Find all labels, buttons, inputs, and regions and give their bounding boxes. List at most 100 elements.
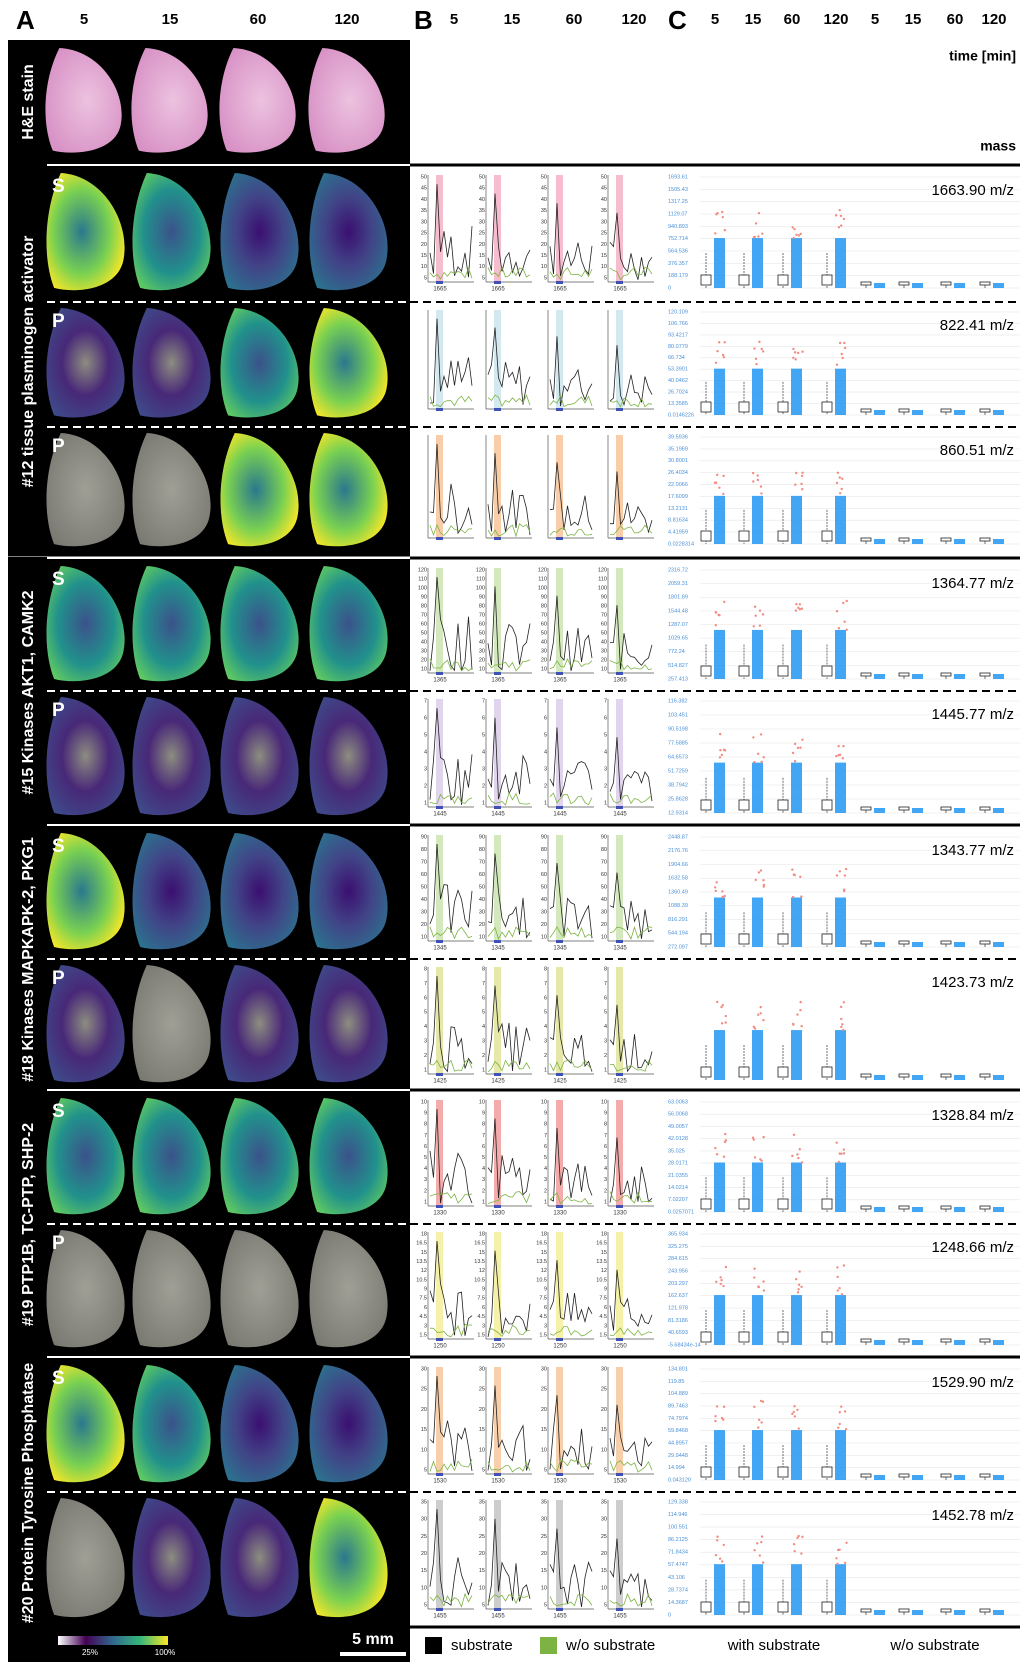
spectrum-tick-label: 13.5 — [416, 1259, 427, 1265]
c-tick-label: 14.994 — [668, 1465, 685, 1471]
outlier-dot — [844, 347, 846, 349]
scatter-column — [954, 942, 965, 947]
outlier-dot — [762, 1019, 764, 1021]
outlier-dot — [760, 1159, 762, 1161]
spectrum-highlight — [556, 1500, 563, 1609]
spectrum-tick-label: 7 — [424, 1133, 427, 1139]
spectrum-mass: 1330 — [553, 1211, 567, 1217]
spectrum-tick-label: 25 — [421, 1387, 427, 1393]
spectrum-tick-label: 3 — [544, 766, 547, 772]
spectrum-tick-label: 70 — [601, 859, 607, 865]
c-tick-label: 544.194 — [668, 931, 688, 937]
scatter-column — [752, 898, 763, 948]
spectrum-tick-label: 5 — [544, 1010, 547, 1016]
c-tick-label: 39.5936 — [668, 434, 688, 440]
spectrum-tick-label: 30 — [479, 909, 485, 915]
spectrum-tick-label: 3 — [604, 1039, 607, 1045]
outlier-dot — [836, 610, 838, 612]
spectrum-tick-label: 20 — [601, 1407, 607, 1413]
spectrum-tick-label: 3 — [482, 1039, 485, 1045]
c-tick-label: 1632.58 — [668, 876, 688, 882]
c-tick-label: 40.0462 — [668, 378, 688, 384]
spectrum-tick-label: 4 — [544, 1024, 547, 1030]
scatter-column — [714, 1163, 725, 1213]
spectrum-tick-label: 40 — [541, 197, 547, 203]
spectrum-tick-label: 80 — [601, 603, 607, 609]
spectrum-tick-label: 9 — [604, 1287, 607, 1293]
outlier-dot — [721, 896, 723, 898]
spectrum-tick-label: 3 — [424, 1323, 427, 1329]
legend-swatch — [425, 1637, 442, 1654]
spectrum-mass: 1530 — [553, 1479, 567, 1485]
box — [861, 941, 871, 944]
outlier-dot — [839, 1411, 841, 1413]
scatter-column — [993, 539, 1004, 544]
spectrum-tick-label: 15 — [479, 1427, 485, 1433]
outlier-dot — [843, 621, 845, 623]
spectrum-tick-label: 6 — [544, 1305, 547, 1311]
outlier-dot — [792, 348, 794, 350]
spectrum-tick-label: 50 — [541, 884, 547, 890]
outlier-dot — [843, 1001, 845, 1003]
box — [941, 409, 951, 412]
spectrum-tick-label: 35 — [421, 1499, 427, 1505]
group-label: #15 Kinases AKT1, CAMK2 — [20, 590, 37, 794]
spectrum-marker — [436, 281, 443, 284]
box — [941, 282, 951, 285]
outlier-dot — [715, 362, 717, 364]
c-tick-label: 93.4217 — [668, 332, 688, 338]
outlier-dot — [762, 350, 764, 352]
spectrum-tick-label: 90 — [541, 594, 547, 600]
outlier-dot — [843, 218, 845, 220]
spectrum-tick-label: 25 — [421, 1534, 427, 1540]
spectrum-tick-label: 35 — [601, 1499, 607, 1505]
spectrum-marker — [556, 1073, 563, 1076]
scatter-column — [954, 283, 965, 288]
group-label: #19 PTP1B, TC-PTP, SHP-2 — [20, 1123, 37, 1326]
outlier-dot — [800, 1286, 802, 1288]
spectrum-tick-label: 5 — [424, 1155, 427, 1161]
scatter-column — [912, 1207, 923, 1212]
outlier-dot — [840, 1026, 842, 1028]
c-tick-label: 1360.49 — [668, 889, 688, 895]
c-tick-label: 30.8001 — [668, 458, 688, 464]
spectrum-marker — [556, 408, 563, 411]
spectrum-tick-label: 6 — [544, 995, 547, 1001]
spectrum-tick-label: 30 — [421, 1366, 427, 1372]
outlier-dot — [840, 215, 842, 217]
outlier-dot — [723, 1156, 725, 1158]
outlier-dot — [723, 601, 725, 603]
outlier-dot — [839, 1423, 841, 1425]
spectrum-tick-label: 50 — [541, 630, 547, 636]
spectrum-mass: 1445 — [613, 812, 627, 818]
scatter-column — [714, 1030, 725, 1080]
scatter-column — [791, 496, 802, 544]
spectrum-tick-label: 6 — [482, 715, 485, 721]
time-label: 15 — [504, 11, 521, 28]
outlier-dot — [762, 1136, 764, 1138]
scatter-column — [874, 410, 885, 415]
outlier-dot — [721, 890, 723, 892]
time-label: 120 — [621, 11, 646, 28]
box — [778, 1467, 788, 1477]
box — [941, 1206, 951, 1209]
outlier-dot — [758, 1419, 760, 1421]
outlier-dot — [721, 754, 723, 756]
outlier-dot — [799, 746, 801, 748]
outlier-dot — [753, 347, 755, 349]
outlier-dot — [715, 890, 717, 892]
box — [941, 1339, 951, 1342]
c-tick-label: 272.097 — [668, 944, 688, 950]
spectrum-tick-label: 25 — [541, 1387, 547, 1393]
box — [861, 1474, 871, 1477]
outlier-dot — [752, 736, 754, 738]
scatter-column — [791, 369, 802, 415]
c-tick-label: 8.81634 — [668, 518, 688, 524]
time-label: 60 — [566, 11, 583, 28]
spectrum-tick-label: 40 — [479, 197, 485, 203]
spectrum-tick-label: 13.5 — [536, 1259, 547, 1265]
outlier-dot — [838, 1161, 840, 1163]
scatter-column — [954, 539, 965, 544]
spectrum-tick-label: 45 — [421, 186, 427, 192]
spectrum-tick-label: 5 — [482, 275, 485, 281]
